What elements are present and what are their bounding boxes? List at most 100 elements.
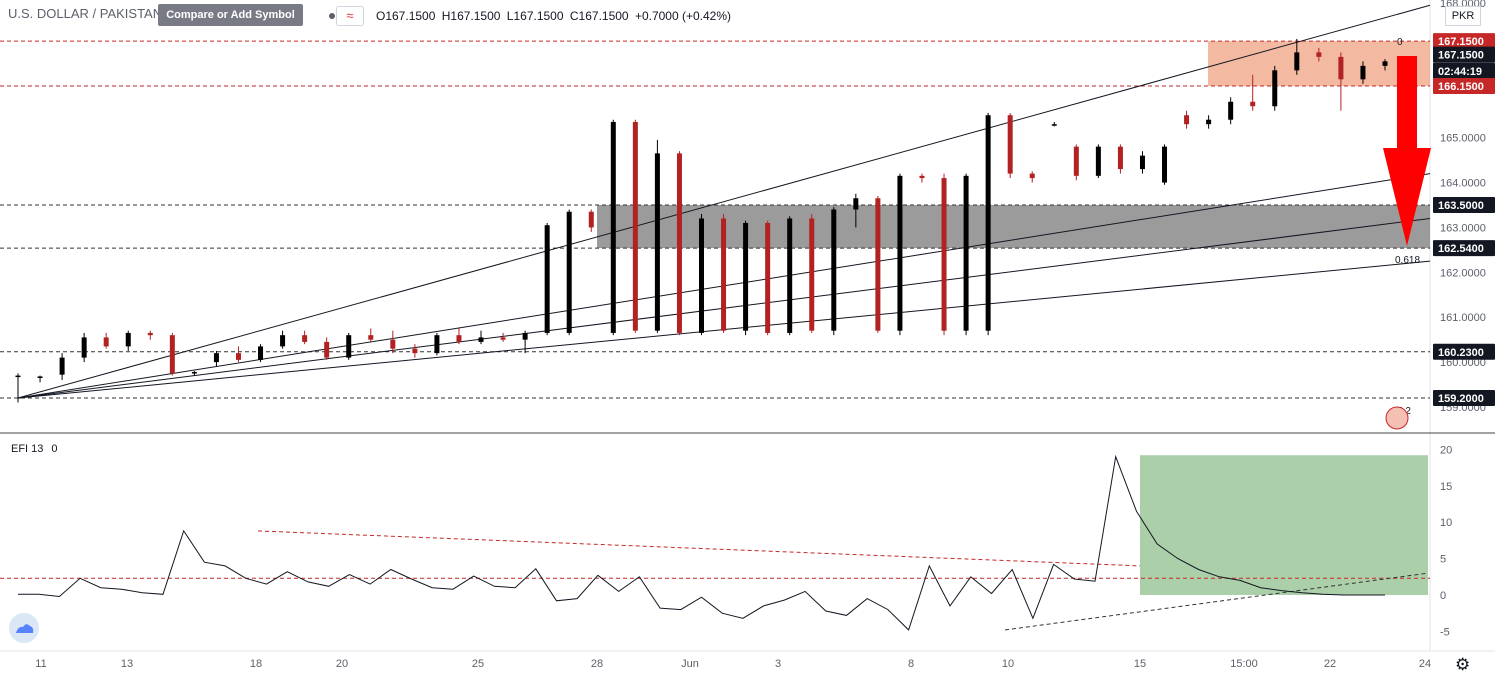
candle-body: [1250, 101, 1256, 107]
price-tick: 160.0000: [1440, 357, 1486, 369]
ohlc-high: H167.1500: [441, 9, 501, 23]
candle-body: [1382, 61, 1388, 66]
candle-body: [280, 335, 286, 347]
efi-tick: 15: [1440, 481, 1452, 493]
wave-icon[interactable]: ≈: [336, 6, 364, 26]
price-label-text: 166.1500: [1438, 81, 1484, 93]
price-label-text: 167.1500: [1438, 50, 1484, 62]
candle-body: [831, 209, 837, 331]
ohlc-close: C167.1500: [569, 9, 629, 23]
candle-body: [1095, 146, 1101, 176]
time-tick: 13: [121, 658, 133, 670]
price-label-text: 02:44:19: [1438, 66, 1482, 78]
time-tick: 18: [250, 658, 262, 670]
visibility-dot-icon[interactable]: [329, 13, 335, 19]
time-tick: 15:00: [1230, 658, 1258, 670]
candle-body: [125, 332, 131, 347]
candle-body: [147, 332, 153, 336]
candle-body: [743, 222, 749, 331]
candle-body: [787, 218, 793, 333]
price-label-box: [1433, 240, 1495, 257]
candle-body: [676, 153, 682, 333]
candle-body: [1162, 146, 1168, 183]
fib-zero-label: 0: [1397, 37, 1403, 48]
price-label-box: [1433, 343, 1495, 360]
compare-symbol-button[interactable]: Compare or Add Symbol: [158, 4, 303, 26]
candle-body: [1117, 146, 1123, 170]
candle-body: [169, 335, 175, 374]
candle-body: [919, 175, 925, 179]
price-tick: 163.0000: [1440, 222, 1486, 234]
time-tick: 15: [1134, 658, 1146, 670]
efi-tick: 20: [1440, 444, 1452, 456]
candle-body: [15, 375, 21, 378]
candle-body: [963, 175, 969, 331]
candle-body: [478, 337, 484, 342]
candle-body: [1029, 173, 1035, 179]
candle-body: [1007, 115, 1013, 174]
efi-tick: 0: [1440, 590, 1446, 602]
candle-body: [765, 222, 771, 333]
candle-body: [853, 198, 859, 210]
candle-body: [809, 218, 815, 331]
time-tick: 20: [336, 658, 348, 670]
flag-badge-icon: [1385, 406, 1409, 430]
tradingview-logo-icon[interactable]: [9, 613, 39, 643]
candle-body: [985, 115, 991, 331]
candle-body: [59, 357, 65, 375]
efi-line: [18, 454, 1385, 631]
settings-gear-icon[interactable]: ⚙: [1455, 655, 1471, 674]
candle-body: [235, 353, 241, 360]
efi-name: EFI 13: [11, 443, 44, 455]
candle-body: [1272, 70, 1278, 107]
price-tick: 162.0000: [1440, 267, 1486, 279]
candle-body: [1051, 124, 1057, 126]
candle-body: [500, 337, 506, 340]
candle-body: [654, 153, 660, 331]
down-arrow-shaft: [1397, 56, 1417, 151]
green-efi-zone: [1140, 455, 1428, 595]
price-label-text: 167.1500: [1438, 36, 1484, 48]
price-label-box: [1433, 33, 1495, 50]
efi-tick: 5: [1440, 554, 1446, 566]
currency-button[interactable]: PKR: [1445, 6, 1481, 26]
candle-body: [324, 341, 330, 358]
efi-legend[interactable]: EFI 13 0: [11, 443, 66, 455]
candle-body: [544, 225, 550, 333]
candle-body: [632, 121, 638, 331]
ohlc-low: L167.1500: [506, 9, 564, 23]
candle-body: [721, 218, 727, 331]
candle-body: [103, 337, 109, 347]
down-arrow-head: [1383, 148, 1431, 246]
candle-body: [37, 376, 43, 378]
time-tick: 3: [775, 658, 781, 670]
candle-body: [566, 211, 572, 333]
candle-body: [699, 218, 704, 333]
time-tick: Jun: [681, 658, 699, 670]
candle-body: [302, 335, 308, 342]
price-label-box: [1433, 390, 1495, 407]
time-tick: 28: [591, 658, 603, 670]
time-tick: 8: [908, 658, 914, 670]
time-tick: 10: [1002, 658, 1014, 670]
candle-body: [456, 335, 462, 342]
candle-body: [1360, 65, 1366, 80]
time-tick: 24: [1419, 658, 1431, 670]
price-label-text: 162.5400: [1438, 243, 1484, 255]
candle-body: [412, 348, 418, 354]
time-tick: 11: [35, 658, 46, 670]
candle-body: [81, 337, 87, 358]
candle-body: [1316, 52, 1322, 57]
candle-body: [1139, 155, 1145, 170]
price-tick: 165.0000: [1440, 133, 1486, 145]
ohlc-open: O167.1500: [376, 9, 436, 23]
candle-body: [941, 178, 947, 331]
efi-support-trend: [1004, 572, 1429, 631]
candle-body: [1294, 52, 1300, 71]
candle-body: [258, 346, 264, 360]
efi-resistance-trend: [257, 530, 1141, 567]
candle-body: [434, 335, 440, 354]
efi-value: 0: [51, 443, 58, 455]
candle-body: [1338, 56, 1344, 80]
